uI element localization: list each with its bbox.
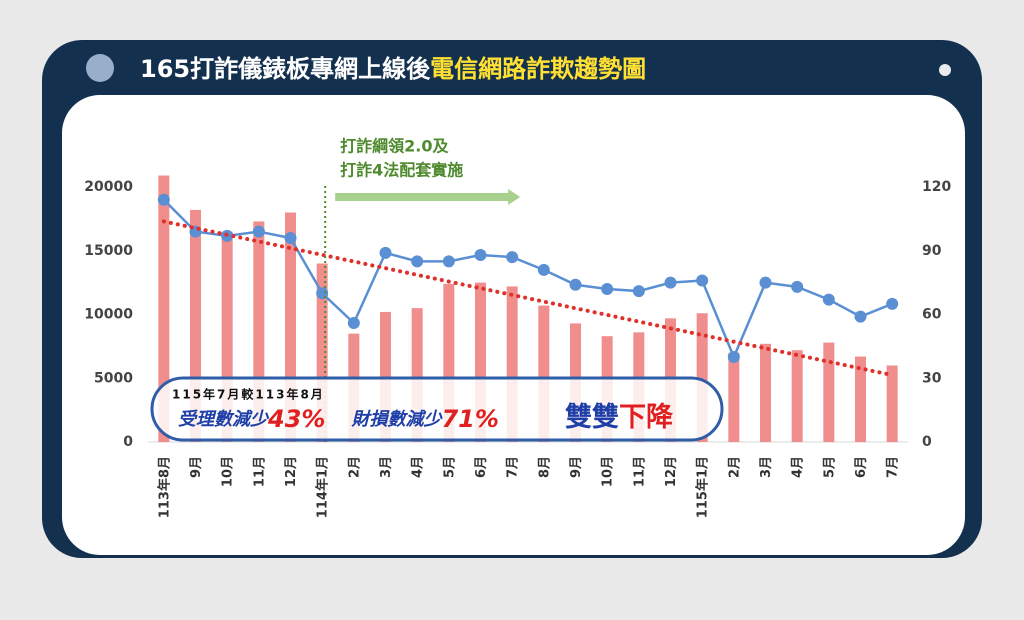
x-tick-label: 2月 [347,456,362,478]
banner-period: 115年7月較113年8月 [172,387,325,402]
x-tick-label: 10月 [601,456,616,487]
x-tick-label: 6月 [474,456,489,478]
x-tick-label: 8月 [537,456,552,478]
line-point [252,225,265,238]
bar [253,221,265,442]
bar [791,350,803,442]
bar [823,342,835,442]
x-tick-label: 9月 [189,456,204,478]
line-point [442,255,455,268]
line-point [411,255,424,268]
line-point [822,293,835,306]
bar [696,313,708,442]
line-point [157,193,170,206]
title-highlight: 電信網路詐欺趨勢圖 [430,55,646,83]
event-label: 打詐綱領2.0及 [340,137,449,156]
line-point [886,297,899,310]
banner-part: 受理數減少 [178,409,270,430]
y2-tick-label: 60 [922,307,942,323]
line-point [664,276,677,289]
x-tick-label: 2月 [727,456,742,478]
x-tick-label: 7月 [506,456,521,478]
y-tick-label: 0 [123,434,133,450]
x-tick-label: 5月 [822,456,837,478]
bar [475,282,486,442]
bar [411,308,423,442]
y2-tick-label: 120 [922,179,951,195]
x-tick-label: 11月 [632,456,647,487]
x-tick-label: 12月 [284,456,299,487]
x-tick-label: 5月 [442,456,457,478]
y2-tick-label: 30 [922,370,942,386]
bar [538,305,550,442]
line-point [727,351,740,363]
bar [316,263,328,442]
banner-text: 受理數減少43% 財損數減少71% [178,405,499,433]
line-point [474,249,487,261]
banner-part: 財損數減少 [350,409,443,430]
x-tick-label: 11月 [252,456,267,487]
line-point [506,251,519,264]
banner-part: 雙雙 [565,402,619,433]
title-part: 165打詐儀錶板專網上線後 [140,55,431,83]
line-point [347,317,360,329]
chart-title: 165打詐儀錶板專網上線後電信網路詐欺趨勢圖 [140,55,646,83]
x-tick-label: 113年8月 [156,456,172,518]
x-tick-label: 4月 [791,456,806,478]
bar [285,212,296,442]
line-point [854,310,867,323]
bar [855,356,866,442]
bar [158,175,170,442]
bar [190,209,201,442]
sparkle [86,54,114,82]
x-tick-label: 7月 [886,456,901,478]
bar [506,286,518,442]
line-point [537,263,550,276]
event-label: 打詐4法配套實施 [340,161,463,180]
line-point [759,276,772,289]
event-arrow [335,189,521,205]
x-tick-label: 115年1月 [695,456,711,518]
line-point [569,278,582,291]
x-tick-label: 12月 [664,456,679,487]
y2-tick-label: 90 [922,243,942,259]
x-tick-label: 4月 [411,456,426,478]
x-tick-label: 114年1月 [315,456,331,518]
y-tick-label: 15000 [84,243,133,259]
bar [221,231,233,442]
x-tick-label: 10月 [221,456,236,487]
y-tick-label: 20000 [84,179,133,195]
x-tick-label: 3月 [759,456,774,478]
banner [150,376,724,442]
y-tick-label: 10000 [84,307,133,323]
plot: 0 5000 10000 15000 20000 0 30 60 90 120 113年8月 9月 10… [84,137,951,519]
y2-tick-label: 0 [922,434,932,450]
line-point [791,280,804,293]
line-point [379,246,392,259]
bar [443,283,455,442]
x-tick-label: 9月 [569,456,584,478]
line-point [284,232,297,244]
banner-part: 43% [267,405,325,433]
bar [728,352,740,442]
banner-summary: 雙雙下降 [565,402,674,433]
line-point [316,287,329,300]
bar [886,365,898,442]
banner-part: 71% [441,405,498,433]
y-tick-label: 5000 [94,370,133,386]
sparkle [939,64,951,76]
line-point [696,274,709,287]
line-point [632,285,645,298]
bar [760,343,771,442]
x-tick-label: 6月 [854,456,869,478]
banner-part: 下降 [619,402,674,433]
x-tick-label: 3月 [379,456,394,478]
line-point [601,283,614,295]
